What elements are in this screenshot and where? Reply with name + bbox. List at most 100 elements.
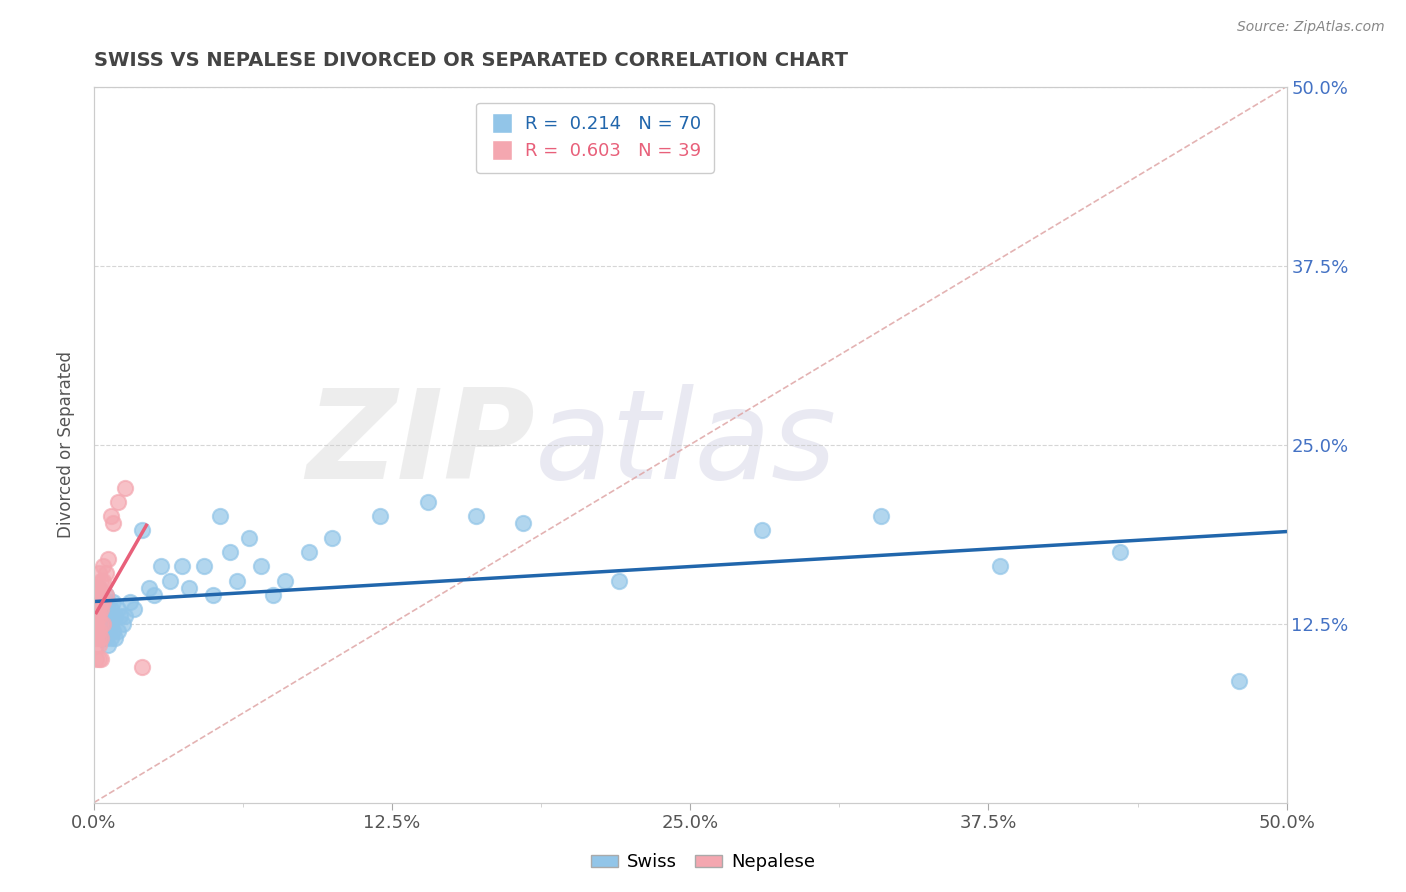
Point bbox=[90, 652, 112, 666]
Point bbox=[86, 595, 108, 609]
Text: ZIP: ZIP bbox=[307, 384, 536, 505]
Point bbox=[93, 624, 115, 638]
Point bbox=[94, 602, 117, 616]
Point bbox=[86, 652, 108, 666]
Point bbox=[104, 631, 127, 645]
Point bbox=[94, 566, 117, 581]
Point bbox=[86, 602, 108, 616]
Point bbox=[90, 624, 112, 638]
Point bbox=[87, 588, 110, 602]
Point bbox=[107, 495, 129, 509]
Point bbox=[93, 559, 115, 574]
Point bbox=[100, 616, 122, 631]
Point bbox=[179, 581, 201, 595]
Point bbox=[86, 595, 108, 609]
Point bbox=[107, 602, 129, 616]
Point bbox=[87, 581, 110, 595]
Point bbox=[86, 616, 108, 631]
Point bbox=[93, 574, 115, 588]
Point bbox=[90, 631, 112, 645]
Point bbox=[1227, 673, 1250, 688]
Point bbox=[93, 595, 115, 609]
Point bbox=[114, 609, 136, 624]
Point bbox=[87, 609, 110, 624]
Point bbox=[464, 509, 486, 524]
Point bbox=[86, 581, 108, 595]
Point bbox=[93, 616, 115, 631]
Point bbox=[416, 495, 439, 509]
Point bbox=[90, 602, 112, 616]
Point bbox=[131, 524, 153, 538]
Point bbox=[1108, 545, 1130, 559]
Point bbox=[101, 516, 124, 531]
Point bbox=[90, 595, 112, 609]
Point bbox=[97, 624, 120, 638]
Point bbox=[108, 609, 131, 624]
Point bbox=[93, 602, 115, 616]
Point bbox=[87, 602, 110, 616]
Point bbox=[104, 609, 127, 624]
Point bbox=[94, 588, 117, 602]
Point bbox=[87, 609, 110, 624]
Point bbox=[94, 616, 117, 631]
Point bbox=[90, 574, 112, 588]
Point bbox=[131, 659, 153, 673]
Point bbox=[87, 638, 110, 652]
Point bbox=[274, 574, 297, 588]
Point bbox=[86, 581, 108, 595]
Point bbox=[93, 595, 115, 609]
Point bbox=[87, 588, 110, 602]
Point bbox=[86, 588, 108, 602]
Point bbox=[97, 595, 120, 609]
Point bbox=[94, 631, 117, 645]
Point bbox=[100, 509, 122, 524]
Point bbox=[101, 624, 124, 638]
Point bbox=[93, 631, 115, 645]
Point bbox=[87, 616, 110, 631]
Point bbox=[988, 559, 1011, 574]
Text: Source: ZipAtlas.com: Source: ZipAtlas.com bbox=[1237, 20, 1385, 34]
Point bbox=[226, 574, 249, 588]
Point bbox=[262, 588, 284, 602]
Point bbox=[209, 509, 232, 524]
Y-axis label: Divorced or Separated: Divorced or Separated bbox=[58, 351, 75, 538]
Point bbox=[751, 524, 773, 538]
Point bbox=[87, 652, 110, 666]
Point bbox=[202, 588, 225, 602]
Point bbox=[87, 581, 110, 595]
Point bbox=[90, 588, 112, 602]
Point bbox=[101, 609, 124, 624]
Point bbox=[94, 624, 117, 638]
Point bbox=[97, 552, 120, 566]
Point bbox=[86, 638, 108, 652]
Point bbox=[87, 595, 110, 609]
Point bbox=[90, 616, 112, 631]
Point bbox=[870, 509, 893, 524]
Point bbox=[97, 638, 120, 652]
Point bbox=[114, 481, 136, 495]
Point bbox=[321, 531, 343, 545]
Point bbox=[86, 609, 108, 624]
Point bbox=[87, 595, 110, 609]
Point bbox=[90, 588, 112, 602]
Point bbox=[94, 588, 117, 602]
Point bbox=[111, 616, 134, 631]
Point bbox=[238, 531, 260, 545]
Legend: R =  0.214   N = 70, R =  0.603   N = 39: R = 0.214 N = 70, R = 0.603 N = 39 bbox=[477, 103, 714, 173]
Point bbox=[87, 624, 110, 638]
Point bbox=[368, 509, 391, 524]
Point bbox=[87, 566, 110, 581]
Point bbox=[118, 595, 141, 609]
Point bbox=[86, 631, 108, 645]
Point bbox=[124, 602, 146, 616]
Point bbox=[90, 602, 112, 616]
Point bbox=[100, 602, 122, 616]
Point bbox=[90, 631, 112, 645]
Point bbox=[87, 631, 110, 645]
Point bbox=[100, 631, 122, 645]
Legend: Swiss, Nepalese: Swiss, Nepalese bbox=[583, 847, 823, 879]
Point bbox=[142, 588, 165, 602]
Point bbox=[90, 609, 112, 624]
Point bbox=[149, 559, 172, 574]
Text: SWISS VS NEPALESE DIVORCED OR SEPARATED CORRELATION CHART: SWISS VS NEPALESE DIVORCED OR SEPARATED … bbox=[94, 51, 848, 70]
